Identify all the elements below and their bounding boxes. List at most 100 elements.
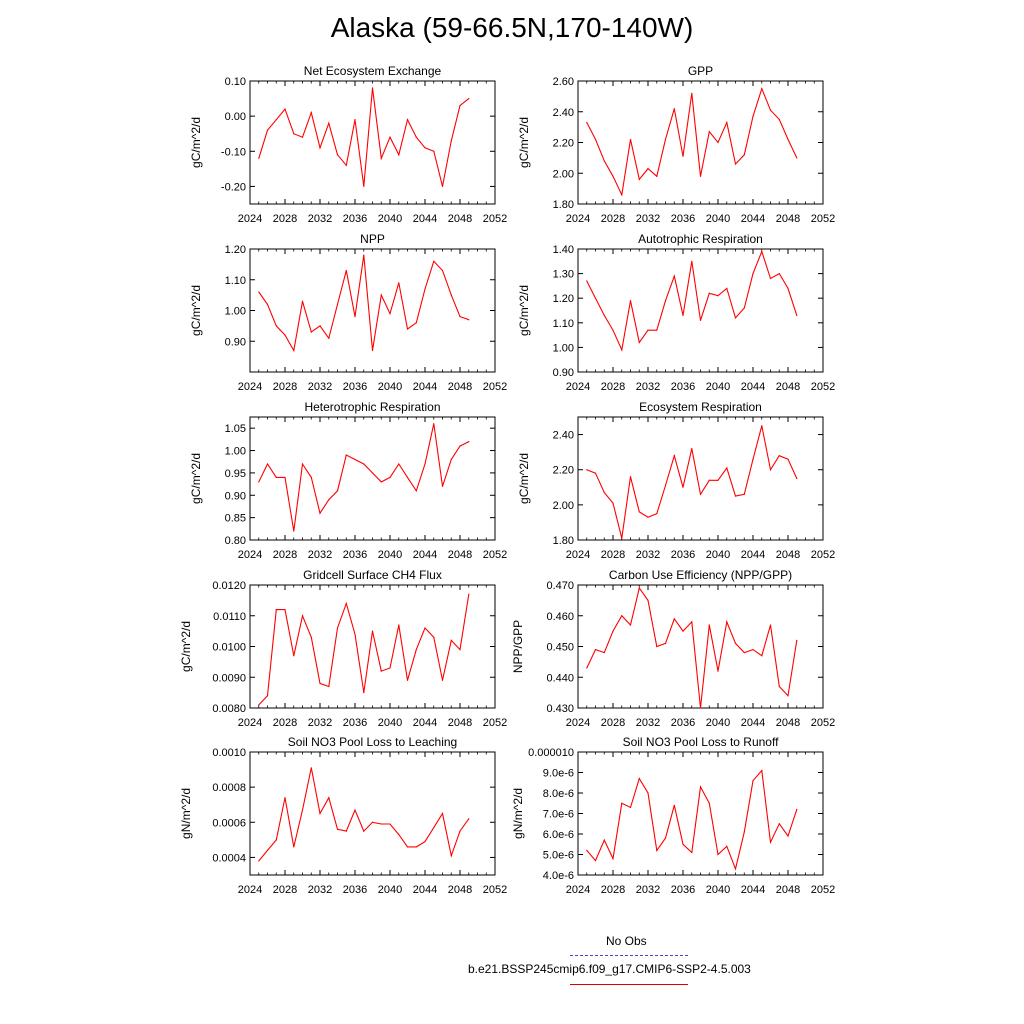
data-point: [726, 467, 728, 469]
series-line: [586, 87, 798, 197]
data-point: [673, 108, 675, 110]
data-point: [363, 185, 365, 188]
data-point: [406, 846, 409, 848]
data-point: [345, 164, 347, 166]
x-tick-label: 2024: [238, 381, 262, 393]
y-tick-label: 0.0100: [212, 642, 246, 654]
data-point: [586, 469, 588, 471]
data-point: [656, 175, 658, 177]
y-tick-label: 0.0080: [212, 703, 246, 715]
data-point: [656, 513, 658, 515]
panel-carbon-use-efficiency-npp-gpp: Carbon Use Efficiency (NPP/GPP) NPP/GPP 20…: [511, 568, 835, 729]
data-point: [796, 157, 798, 159]
y-tick-label: 0.470: [546, 580, 574, 592]
data-point: [682, 630, 684, 632]
x-tick-label: 2052: [811, 381, 835, 393]
data-point: [415, 322, 417, 324]
y-tick-label: 1.00: [225, 446, 246, 458]
data-point: [424, 288, 426, 290]
y-tick-label: 1.40: [553, 244, 574, 256]
data-point: [673, 618, 675, 620]
panel-ecosystem-respiration: Ecosystem Respiration gC/m^2/d 2024 2028 203…: [517, 400, 835, 561]
data-point: [691, 621, 693, 623]
series-line: [258, 87, 470, 187]
data-point: [389, 312, 391, 315]
data-point: [275, 609, 277, 611]
data-point: [371, 349, 374, 352]
y-tick-label: 2.40: [553, 107, 574, 119]
data-point: [638, 778, 640, 780]
data-point: [734, 495, 737, 497]
data-point: [778, 455, 780, 457]
data-point: [787, 138, 789, 141]
data-point: [664, 642, 667, 645]
x-tick-label: 2040: [706, 213, 730, 225]
data-point: [787, 695, 789, 697]
x-tick-label: 2028: [601, 213, 625, 225]
x-tick-label: 2024: [238, 884, 262, 896]
x-tick-label: 2032: [308, 884, 332, 896]
x-tick-label: 2024: [238, 549, 262, 561]
x-tick-label: 2040: [378, 549, 402, 561]
data-point: [778, 118, 780, 121]
y-tick-label: 0.460: [546, 611, 574, 623]
data-point: [319, 147, 321, 149]
x-tick-label: 2044: [741, 381, 765, 393]
data-point: [656, 849, 658, 852]
data-point: [691, 851, 693, 854]
series-line: [258, 594, 470, 706]
x-tick-label: 2032: [636, 213, 660, 225]
data-point: [389, 823, 391, 825]
y-tick-label: 2.20: [553, 465, 574, 477]
y-tick-label: 0.85: [225, 513, 246, 525]
data-point: [691, 92, 693, 94]
data-point: [380, 481, 382, 483]
data-point: [699, 786, 702, 788]
data-point: [734, 642, 737, 645]
x-tick-label: 2024: [566, 549, 590, 561]
x-tick-label: 2044: [413, 549, 437, 561]
data-point: [586, 849, 588, 852]
data-point: [761, 88, 763, 90]
legend-model-line: [570, 984, 688, 985]
data-point: [406, 328, 409, 330]
data-point: [371, 630, 374, 632]
y-tick-label: 9.0e-6: [543, 768, 574, 780]
x-tick-label: 2024: [566, 884, 590, 896]
legend-obs-line: [570, 955, 688, 956]
y-tick-label: 0.95: [225, 468, 246, 480]
panel-title: NPP: [360, 232, 385, 246]
data-point: [743, 493, 745, 495]
y-axis-label: gN/m^2/d: [511, 788, 525, 839]
data-point: [594, 860, 597, 862]
x-tick-label: 2024: [238, 717, 262, 729]
data-point: [708, 802, 710, 804]
data-point: [459, 445, 461, 447]
data-point: [266, 695, 269, 697]
data-point: [621, 349, 623, 351]
data-point: [612, 175, 614, 177]
plot-frame: [577, 416, 824, 541]
data-point: [371, 472, 374, 474]
x-tick-label: 2032: [636, 381, 660, 393]
y-tick-label: 0.0010: [212, 747, 246, 759]
x-tick-label: 2032: [636, 884, 660, 896]
data-point: [310, 636, 312, 638]
data-point: [612, 329, 614, 331]
data-point: [363, 463, 365, 465]
data-point: [708, 131, 710, 133]
data-point: [266, 463, 269, 465]
data-point: [371, 821, 374, 823]
y-tick-label: 1.20: [225, 244, 246, 256]
x-tick-label: 2044: [413, 381, 437, 393]
x-tick-label: 2044: [741, 549, 765, 561]
data-point: [691, 448, 693, 450]
data-point: [787, 835, 789, 837]
data-point: [284, 476, 286, 478]
x-tick-label: 2036: [343, 381, 367, 393]
data-point: [769, 841, 772, 843]
y-tick-label: 1.00: [225, 306, 246, 318]
data-point: [778, 823, 780, 825]
series-line: [586, 249, 798, 352]
